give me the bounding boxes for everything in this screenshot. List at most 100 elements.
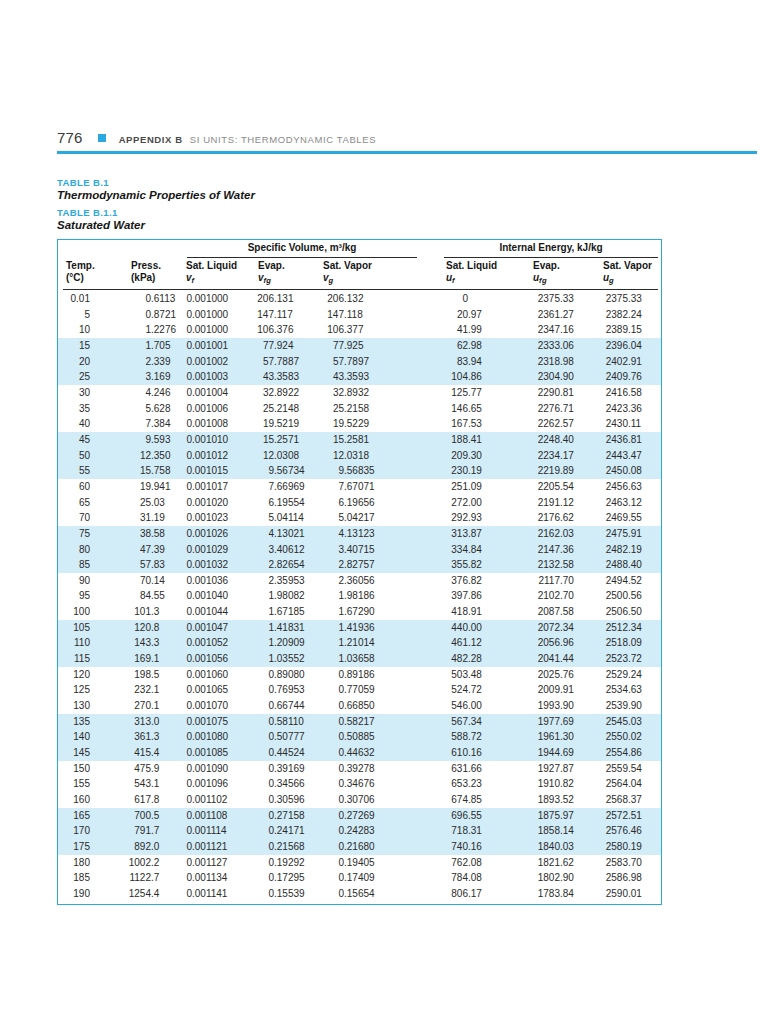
cell-ug: 2494.52 <box>603 573 661 589</box>
column-symbol-vg: vg <box>316 272 388 285</box>
cell-uf: 784.08 <box>388 870 514 886</box>
cell-vg: 4.13123 <box>316 526 388 542</box>
group-header-internal-energy: Internal Energy, kJ/kg <box>444 242 658 253</box>
table-row: 100101.30.0010441.671851.67290418.912087… <box>58 604 661 620</box>
cell-press: 143.3 <box>120 635 183 651</box>
cell-ug: 2443.47 <box>603 448 661 464</box>
cell-temp: 5 <box>58 307 120 323</box>
cell-ufg: 2262.57 <box>514 416 603 432</box>
cell-press: 270.1 <box>120 698 183 714</box>
cell-vf: 0.001029 <box>183 542 254 558</box>
cell-temp: 170 <box>58 823 120 839</box>
cell-uf: 440.00 <box>388 620 514 636</box>
cell-ufg: 1893.52 <box>514 792 603 808</box>
cell-uf: 588.72 <box>388 729 514 745</box>
cell-ufg: 2205.54 <box>514 479 603 495</box>
cell-vf: 0.001044 <box>183 604 254 620</box>
cell-vf: 0.001127 <box>183 855 254 871</box>
table-row: 135313.00.0010750.581100.58217567.341977… <box>58 714 661 730</box>
cell-uf: 631.66 <box>388 761 514 777</box>
column-symbol-uf: uf <box>388 272 514 285</box>
table-b1-title: Thermodynamic Properties of Water <box>57 189 255 201</box>
cell-uf: 334.84 <box>388 542 514 558</box>
cell-vfg: 1.98082 <box>254 588 316 604</box>
cell-press: 1254.4 <box>120 886 183 902</box>
table-row: 160617.80.0011020.305960.30706674.851893… <box>58 792 661 808</box>
cell-vg: 0.50885 <box>316 729 388 745</box>
cell-vg: 1.41936 <box>316 620 388 636</box>
cell-ufg: 2132.58 <box>514 557 603 573</box>
cell-temp: 140 <box>58 729 120 745</box>
cell-temp: 185 <box>58 870 120 886</box>
cell-temp: 180 <box>58 855 120 871</box>
table-row: 6019.9410.0010177.669697.67071251.092205… <box>58 479 661 495</box>
cell-ug: 2402.91 <box>603 354 661 370</box>
cell-press: 617.8 <box>120 792 183 808</box>
cell-press: 198.5 <box>120 667 183 683</box>
cell-vg: 0.66850 <box>316 698 388 714</box>
cell-press: 1.705 <box>120 338 183 354</box>
table-row: 170791.70.0011140.241710.24283718.311858… <box>58 823 661 839</box>
table-header: Specific Volume, m³/kg Internal Energy, … <box>58 240 661 291</box>
cell-ufg: 1858.14 <box>514 823 603 839</box>
cell-vg: 77.925 <box>316 338 388 354</box>
cell-uf: 567.34 <box>388 714 514 730</box>
cell-vfg: 0.24171 <box>254 823 316 839</box>
cell-ufg: 2290.81 <box>514 385 603 401</box>
cell-vg: 1.67290 <box>316 604 388 620</box>
cell-vfg: 147.117 <box>254 307 316 323</box>
table-row: 253.1690.00100343.358343.3593104.862304.… <box>58 369 661 385</box>
cell-temp: 130 <box>58 698 120 714</box>
cell-vg: 1.03658 <box>316 651 388 667</box>
cell-press: 70.14 <box>120 573 183 589</box>
cell-vg: 9.56835 <box>316 463 388 479</box>
cell-vf: 0.001012 <box>183 448 254 464</box>
table-b11-label: TABLE B.1.1 <box>57 207 118 218</box>
cell-vf: 0.001015 <box>183 463 254 479</box>
table-row: 165700.50.0011080.271580.27269696.551875… <box>58 808 661 824</box>
cell-uf: 62.98 <box>388 338 514 354</box>
cell-vfg: 6.19554 <box>254 495 316 511</box>
column-symbol-press: (kPa) <box>120 272 183 285</box>
appendix-label: APPENDIX B <box>119 134 183 145</box>
cell-vg: 2.82757 <box>316 557 388 573</box>
cell-ug: 2409.76 <box>603 369 661 385</box>
cell-vf: 0.001060 <box>183 667 254 683</box>
cell-vg: 1.98186 <box>316 588 388 604</box>
cell-press: 84.55 <box>120 588 183 604</box>
cell-vg: 1.21014 <box>316 635 388 651</box>
cell-ug: 2564.04 <box>603 776 661 792</box>
cell-vfg: 9.56734 <box>254 463 316 479</box>
cell-ug: 2518.09 <box>603 635 661 651</box>
cell-uf: 355.82 <box>388 557 514 573</box>
cell-ug: 2559.54 <box>603 761 661 777</box>
cell-ug: 2529.24 <box>603 667 661 683</box>
cell-vfg: 0.39169 <box>254 761 316 777</box>
cell-vg: 0.89186 <box>316 667 388 683</box>
cell-uf: 209.30 <box>388 448 514 464</box>
cell-press: 2.339 <box>120 354 183 370</box>
cell-uf: 292.93 <box>388 510 514 526</box>
cell-vg: 0.15654 <box>316 886 388 902</box>
cell-ufg: 2009.91 <box>514 682 603 698</box>
cell-ufg: 1993.90 <box>514 698 603 714</box>
cell-ug: 2586.98 <box>603 870 661 886</box>
cell-vg: 147.118 <box>316 307 388 323</box>
table-row: 7031.190.0010235.041145.04217292.932176.… <box>58 510 661 526</box>
cell-vfg: 0.66744 <box>254 698 316 714</box>
cell-press: 19.941 <box>120 479 183 495</box>
cell-uf: 718.31 <box>388 823 514 839</box>
cell-ufg: 2375.33 <box>514 291 603 307</box>
table-row: 175892.00.0011210.215680.21680740.161840… <box>58 839 661 855</box>
cell-press: 700.5 <box>120 808 183 824</box>
cell-vg: 0.39278 <box>316 761 388 777</box>
column-header-press: Press. <box>120 260 183 271</box>
cell-ufg: 1961.30 <box>514 729 603 745</box>
cell-ufg: 1802.90 <box>514 870 603 886</box>
cell-temp: 20 <box>58 354 120 370</box>
cell-vfg: 0.58110 <box>254 714 316 730</box>
cell-ug: 2568.37 <box>603 792 661 808</box>
cell-temp: 165 <box>58 808 120 824</box>
cell-vg: 6.19656 <box>316 495 388 511</box>
cell-ug: 2396.04 <box>603 338 661 354</box>
